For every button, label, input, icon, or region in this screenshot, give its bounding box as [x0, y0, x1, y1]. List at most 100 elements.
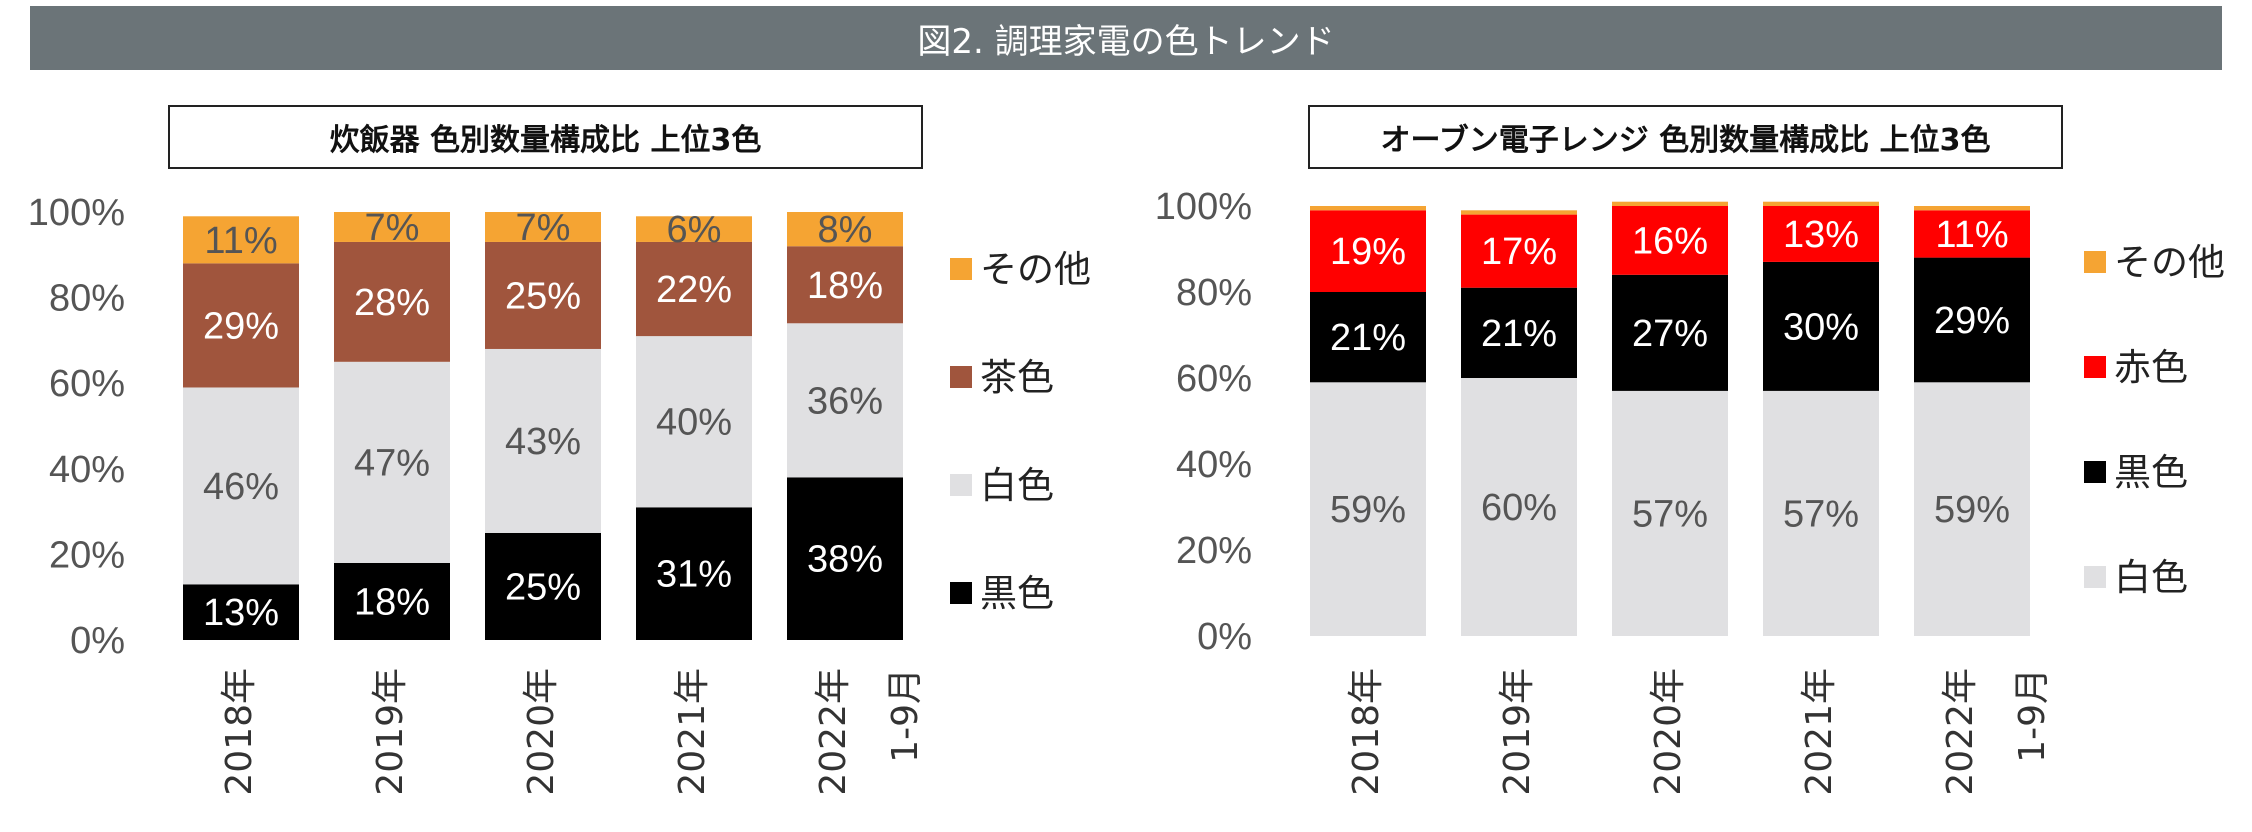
chart-title-text: 炊飯器 色別数量構成比 上位3色 — [329, 123, 762, 158]
bar-segment — [636, 507, 752, 640]
chart-title-microwave: オーブン電子レンジ 色別数量構成比 上位3色 — [1308, 105, 2063, 169]
data-label: 19% — [1330, 231, 1406, 273]
data-label: 13% — [1783, 214, 1859, 256]
bar-segment — [1612, 201, 1728, 206]
legend-label: 黒色 — [980, 572, 1054, 615]
y-tick-label: 0% — [70, 620, 125, 662]
data-label: 25% — [505, 567, 581, 609]
data-label: 21% — [1481, 313, 1557, 355]
bar-segment — [1612, 206, 1728, 275]
legend-label: 赤色 — [2114, 346, 2188, 389]
data-label: 29% — [1934, 300, 2010, 342]
bar-segment — [485, 241, 601, 349]
data-label: 11% — [204, 220, 277, 262]
bar-segment — [1763, 261, 1879, 391]
x-tick-label: 1-9月 — [2012, 668, 2053, 763]
bar-segment — [1763, 390, 1879, 636]
legend-swatch — [950, 258, 972, 280]
data-label: 57% — [1632, 493, 1708, 535]
data-label: 18% — [354, 581, 430, 623]
bar-segment — [636, 336, 752, 508]
bar-segment — [1461, 378, 1577, 636]
y-tick-label: 20% — [1176, 530, 1252, 572]
legend-swatch — [2084, 461, 2106, 483]
data-label: 25% — [505, 275, 581, 317]
y-tick-label: 40% — [49, 449, 125, 491]
legend-label: その他 — [980, 248, 1091, 291]
data-label: 59% — [1934, 489, 2010, 531]
legend-swatch — [950, 582, 972, 604]
legend-label: 白色 — [980, 464, 1054, 507]
data-label: 13% — [203, 592, 279, 634]
bar-segment — [485, 348, 601, 533]
y-tick-label: 40% — [1176, 444, 1252, 486]
bar-segment — [1612, 390, 1728, 636]
bar-segment — [1612, 274, 1728, 391]
legend-swatch — [2084, 251, 2106, 273]
data-label: 43% — [505, 421, 581, 463]
bar-segment — [1763, 201, 1879, 206]
bar-segment — [787, 323, 903, 478]
data-label: 38% — [807, 539, 883, 581]
y-tick-label: 100% — [28, 192, 125, 234]
x-tick-label: 1-9月 — [885, 668, 926, 763]
data-label: 30% — [1783, 306, 1859, 348]
data-label: 28% — [354, 282, 430, 324]
data-label: 18% — [807, 265, 883, 307]
bar-segment — [1763, 206, 1879, 262]
data-label: 57% — [1783, 493, 1859, 535]
data-label: 36% — [807, 380, 883, 422]
bar-segment — [485, 533, 601, 640]
bar-segment — [636, 216, 752, 242]
legend-swatch — [950, 366, 972, 388]
bar-segment — [1461, 210, 1577, 215]
y-tick-label: 100% — [1155, 186, 1252, 228]
figure-title: 図2. 調理家電の色トレンド — [917, 21, 1335, 62]
data-label: 60% — [1481, 487, 1557, 529]
x-tick-label: 2022年 — [1940, 668, 1981, 796]
chart-title-rice-cooker: 炊飯器 色別数量構成比 上位3色 — [168, 105, 923, 169]
data-label: 11% — [1935, 214, 2008, 256]
data-label: 16% — [1632, 220, 1708, 262]
x-tick-label: 2018年 — [219, 668, 260, 796]
bar-segment — [1461, 214, 1577, 288]
bar-segment — [1310, 292, 1426, 383]
bar-segment — [787, 477, 903, 640]
bar-segment — [183, 584, 299, 640]
data-label: 7% — [365, 207, 420, 249]
bar-segment — [787, 246, 903, 324]
bar-segment — [1914, 206, 2030, 211]
bar-segment — [485, 212, 601, 242]
x-tick-label: 2020年 — [1648, 668, 1689, 796]
y-tick-label: 20% — [49, 534, 125, 576]
y-tick-label: 0% — [1197, 616, 1252, 658]
bar-segment — [183, 216, 299, 264]
figure-title-banner: 図2. 調理家電の色トレンド — [30, 6, 2222, 70]
legend-label: その他 — [2114, 241, 2225, 284]
x-tick-label: 2018年 — [1346, 668, 1387, 796]
bar-segment — [636, 241, 752, 337]
data-label: 6% — [667, 209, 722, 251]
data-label: 21% — [1330, 317, 1406, 359]
bar-segment — [787, 212, 903, 247]
bar-segment — [1310, 382, 1426, 636]
y-tick-label: 60% — [49, 363, 125, 405]
data-label: 40% — [656, 402, 732, 444]
y-tick-label: 60% — [1176, 358, 1252, 400]
x-tick-label: 2019年 — [1497, 668, 1538, 796]
legend-swatch — [2084, 566, 2106, 588]
data-label: 8% — [818, 209, 873, 251]
bar-segment — [334, 361, 450, 563]
data-label: 47% — [354, 442, 430, 484]
bar-segment — [334, 212, 450, 242]
legend-label: 白色 — [2114, 556, 2188, 599]
data-label: 22% — [656, 269, 732, 311]
bar-segment — [1914, 382, 2030, 636]
chart-title-text: オーブン電子レンジ 色別数量構成比 上位3色 — [1380, 123, 1991, 158]
bar-segment — [1914, 210, 2030, 258]
data-label: 27% — [1632, 313, 1708, 355]
bar-segment — [1310, 210, 1426, 292]
y-tick-label: 80% — [49, 278, 125, 320]
